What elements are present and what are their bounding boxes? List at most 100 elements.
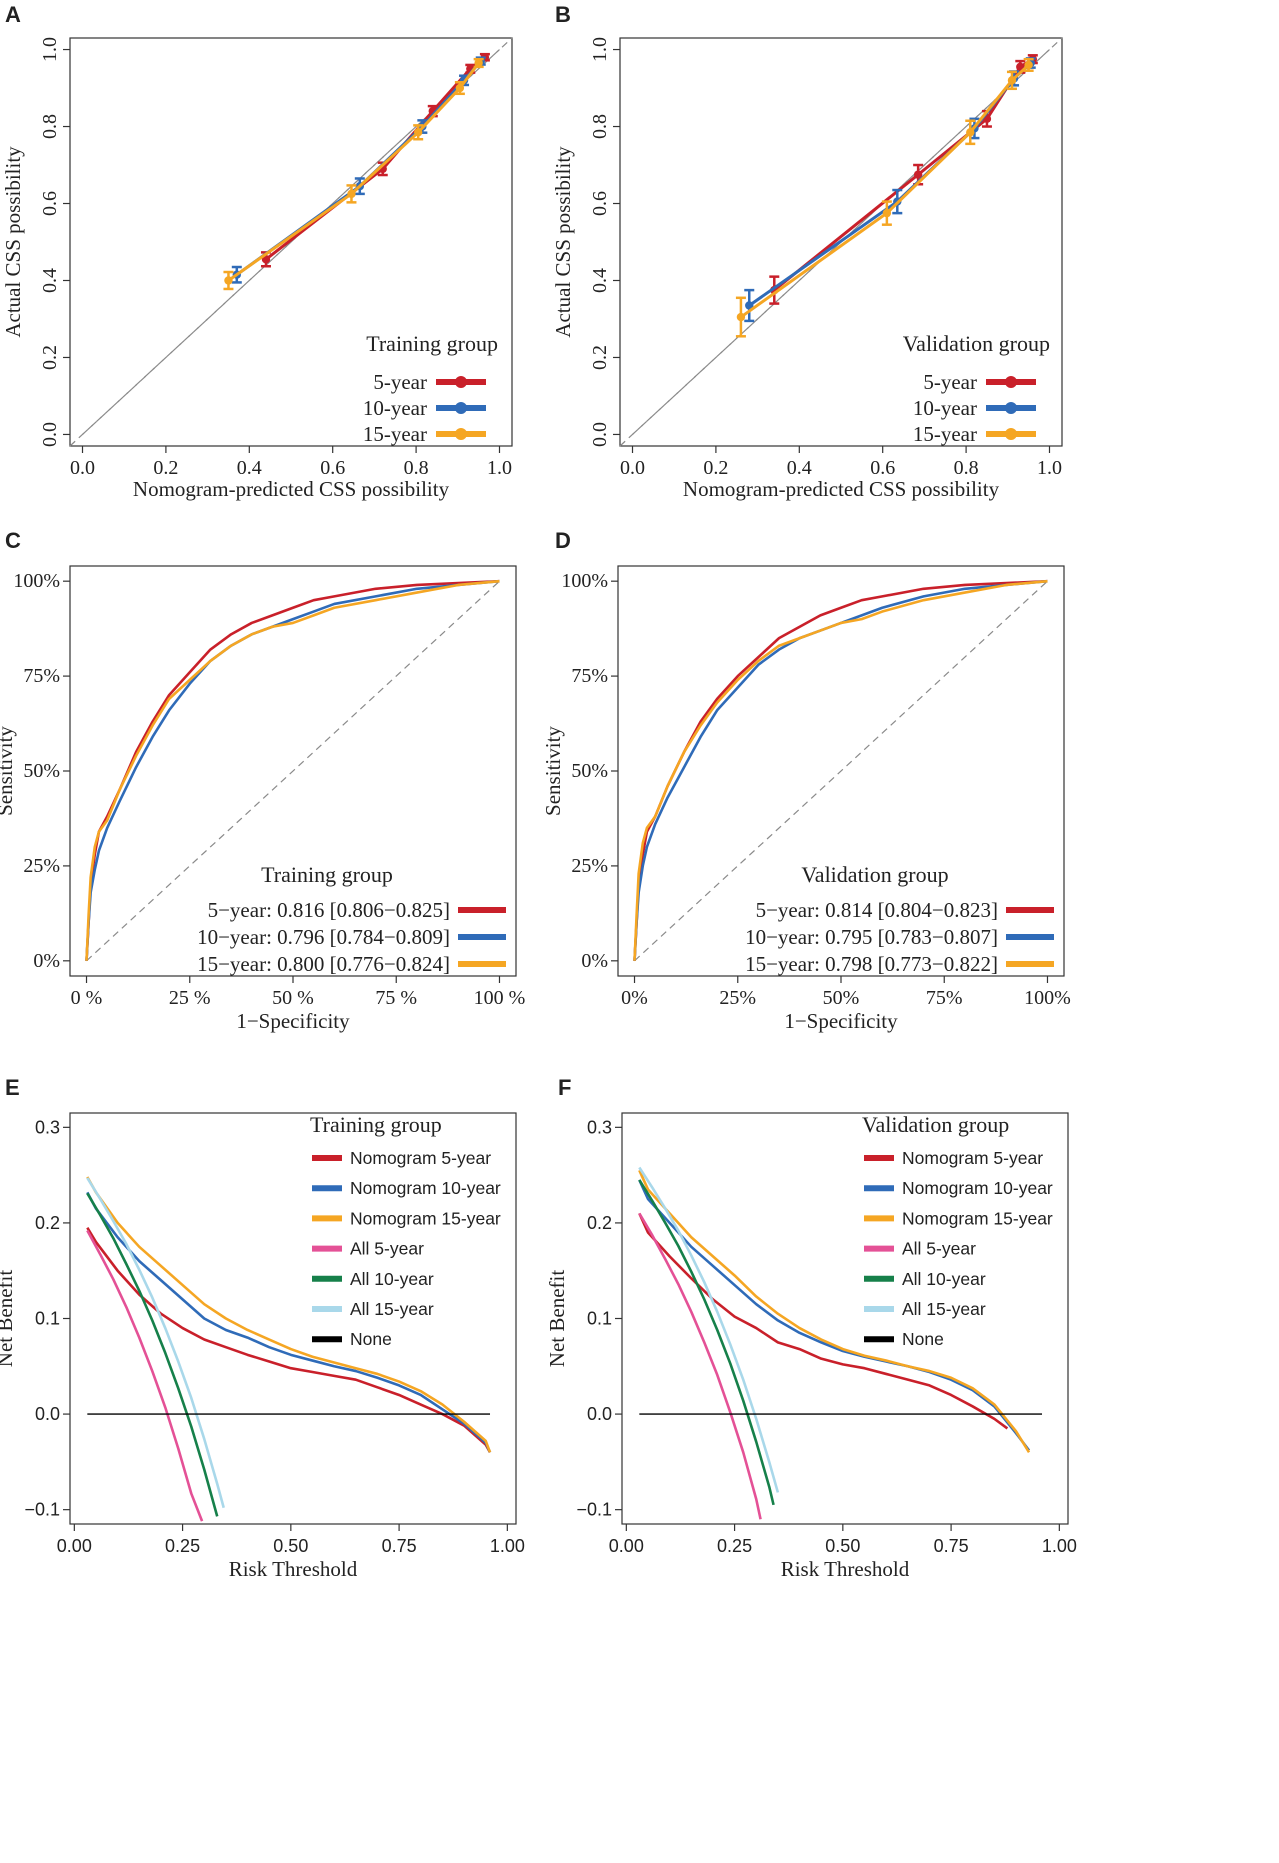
legend-label: Nomogram 10-year [350,1178,501,1198]
series-line-nomogram-5-year [638,1212,1009,1430]
series-line-15-year [633,579,1048,961]
x-tick-label: 0.00 [609,1536,644,1556]
x-axis-title: Nomogram-predicted CSS possibility [683,477,1000,501]
x-tick-label: 0.6 [320,457,345,479]
series-line-all-10-year [86,1192,219,1517]
x-axis-title: Risk Threshold [229,1557,358,1581]
data-point [455,83,465,93]
legend-label: Nomogram 15-year [902,1208,1053,1228]
series-line-10-year [85,579,500,961]
y-tick-label: 0.4 [589,268,611,293]
plot-frame [621,1112,1069,1525]
x-tick-label: 1.0 [1037,457,1062,479]
y-tick-label: 0.6 [39,191,61,216]
y-tick-label: 0.2 [35,1213,60,1233]
series-line-nomogram-15-year [86,1176,492,1453]
panel-label: D [555,528,571,553]
series-15-year [735,57,1034,338]
series-line-all-15-year [638,1166,780,1493]
panel-a: A 0.0 0.2 0.4 0.6 0.8 1.0 0.0 0.2 0.4 0.6 0.8 1.0 Nom… [1,2,513,501]
y-axis-title: Sensitivity [541,726,565,816]
y-tick-label: 0.8 [39,114,61,139]
data-point [882,208,892,218]
y-tick-label: 0.6 [589,191,611,216]
legend-title: Training group [310,1112,442,1137]
legend-label: 15-year [363,422,427,446]
x-tick-label: 0.25 [717,1536,752,1556]
x-tick-label: 25 % [169,987,211,1009]
y-tick-label: 0.0 [587,1404,612,1424]
legend-label: 10−year: 0.795 [0.783−0.807] [745,925,998,949]
calibration-line [227,62,480,282]
series-line-nomogram-10-year [638,1179,1031,1452]
data-point [224,276,233,285]
y-tick-label: 75% [571,665,608,687]
y-tick-label: 25% [23,855,60,877]
x-axis-title: Risk Threshold [781,1557,910,1581]
x-tick-label: 0.6 [870,457,895,479]
x-axis-title: 1−Specificity [236,1009,350,1033]
y-tick-label: 0.0 [39,422,61,447]
data-point [1024,60,1033,70]
x-tick-label: 0.50 [825,1536,860,1556]
series-10-year [744,57,1036,323]
reference-diagonal-extended [69,37,513,447]
series-15-year [223,57,484,291]
y-tick-label: 0.1 [587,1309,612,1329]
legend-title: Training group [261,862,393,887]
legend-label: 15−year: 0.800 [0.776−0.824] [197,952,450,976]
y-axis-title: Actual CSS possibility [1,146,25,338]
legend-label: All 15-year [350,1299,434,1319]
y-tick-label: 50% [23,760,60,782]
series-line-15-year [85,579,500,961]
legend-marker [455,376,467,388]
y-tick-label: 1.0 [589,37,611,62]
legend: Training group 5−year: 0.816 [0.806−0.825… [197,862,506,976]
legend: Validation group Nomogram 5-year Nomogram … [862,1112,1053,1349]
series-line-5-year [633,579,1048,961]
reference-diagonal [632,49,1050,435]
reference-diagonal [634,580,1048,962]
data-point [966,128,975,137]
x-tick-label: 0 % [71,987,103,1009]
legend-label: 15-year [913,422,977,446]
legend-label: All 15-year [902,1299,986,1319]
x-tick-label: 0% [621,987,648,1009]
x-tick-label: 75% [926,987,963,1009]
data-point [736,312,746,322]
y-axis-title: Net Benefit [0,1270,17,1368]
x-tick-label: 25% [719,987,756,1009]
x-tick-label: 100 % [474,987,526,1009]
plot-frame [69,1112,517,1525]
series-line-nomogram-10-year [86,1191,492,1453]
y-tick-label: 0.0 [589,422,611,447]
y-tick-label: 50% [571,760,608,782]
panel-label: F [558,1075,571,1100]
x-tick-label: 1.00 [1042,1536,1077,1556]
y-tick-label: 1.0 [39,37,61,62]
plot-frame [69,37,513,447]
plot-frame [619,37,1063,447]
calibration-line [748,61,1032,307]
legend-marker [1005,402,1017,414]
data-point [1007,76,1017,85]
x-tick-label: 0.8 [954,457,979,479]
x-tick-label: 50% [823,987,860,1009]
legend-marker [1005,428,1017,440]
legend-label: Nomogram 10-year [902,1178,1053,1198]
legend-label: All 5-year [350,1239,424,1259]
x-tick-label: 0.00 [57,1536,92,1556]
legend-marker [455,402,467,414]
x-axis-title: Nomogram-predicted CSS possibility [133,477,450,501]
y-tick-label: 0.2 [587,1213,612,1233]
legend-title: Validation group [862,1112,1009,1137]
x-tick-label: 1.0 [487,457,512,479]
legend-title: Training group [366,331,498,356]
legend: Training group Nomogram 5-year Nomogram 10… [310,1112,501,1349]
series-line-nomogram-15-year [638,1169,1031,1453]
data-point [413,128,423,137]
legend-label: 10-year [363,396,427,420]
legend-marker [1005,376,1017,388]
panel-f: F 0.00 0.25 0.50 0.75 1.00 −0.1 0.0 0.1 0.2 0.3 Ris… [545,1075,1077,1581]
